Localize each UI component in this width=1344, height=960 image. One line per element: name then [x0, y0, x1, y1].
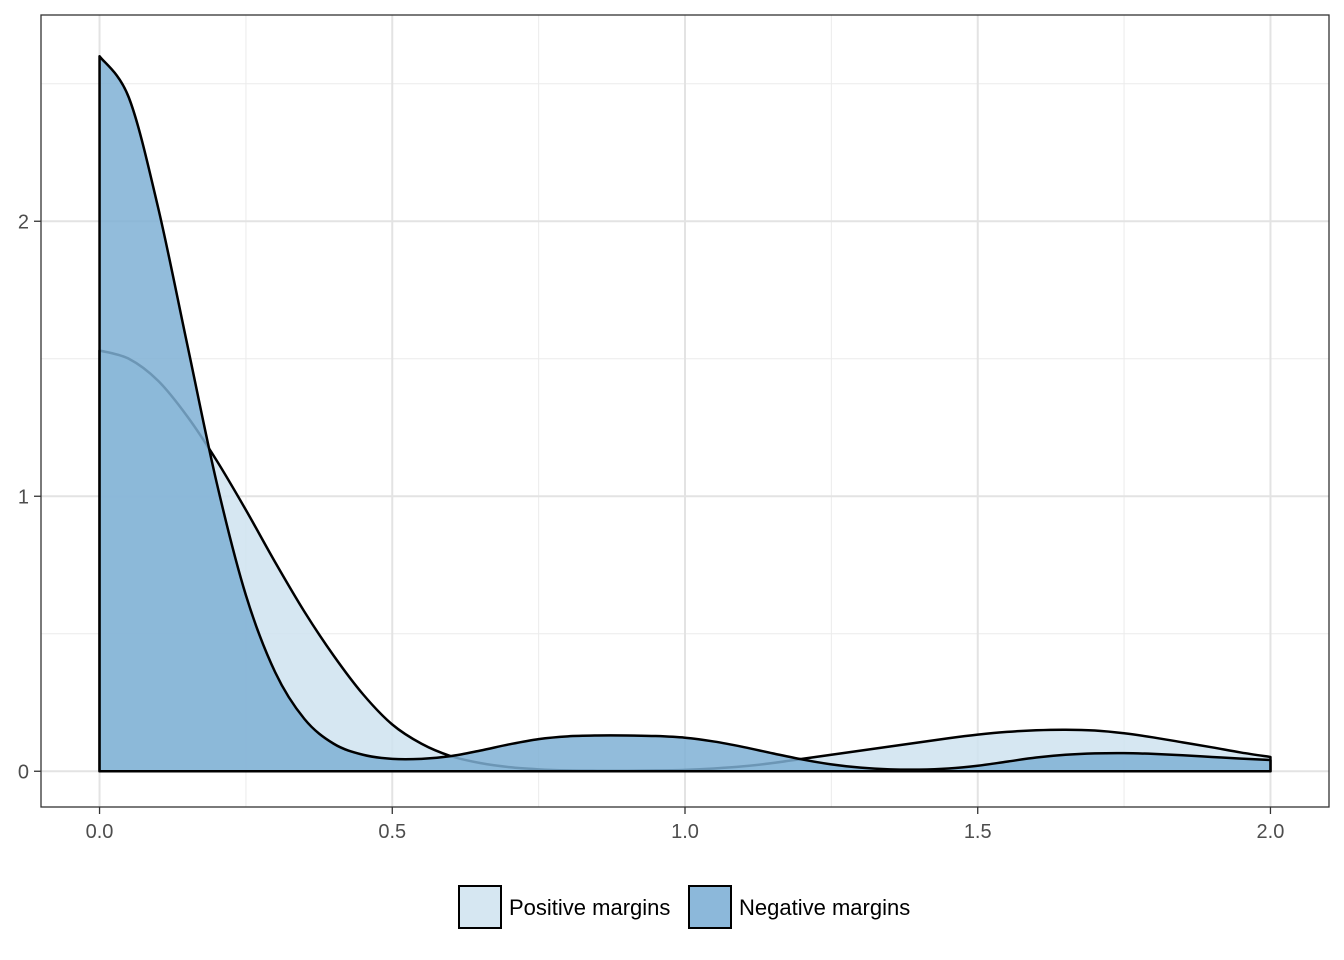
x-tick-label: 1.0 [671, 821, 699, 843]
legend-key-negative-margins [688, 885, 732, 929]
x-tick-label: 1.5 [964, 821, 992, 843]
x-tick-label: 0.5 [378, 821, 406, 843]
legend-label-negative-margins: Negative margins [739, 895, 910, 920]
x-tick-label: 0.0 [86, 821, 114, 843]
density-area-negative-margins [98, 55, 1272, 773]
axes: 0.0 0.5 1.0 1.5 2.0 0 1 2 [18, 211, 1284, 843]
legend-key-positive-margins [458, 885, 502, 929]
y-tick-label: 1 [18, 486, 29, 508]
y-tick-label: 2 [18, 211, 29, 233]
x-tick-label: 2.0 [1257, 821, 1285, 843]
legend-label-positive-margins: Positive margins [509, 895, 670, 920]
y-tick-label: 0 [18, 761, 29, 783]
legend: Positive margins Negative margins [458, 885, 910, 929]
density-areas [98, 55, 1272, 773]
